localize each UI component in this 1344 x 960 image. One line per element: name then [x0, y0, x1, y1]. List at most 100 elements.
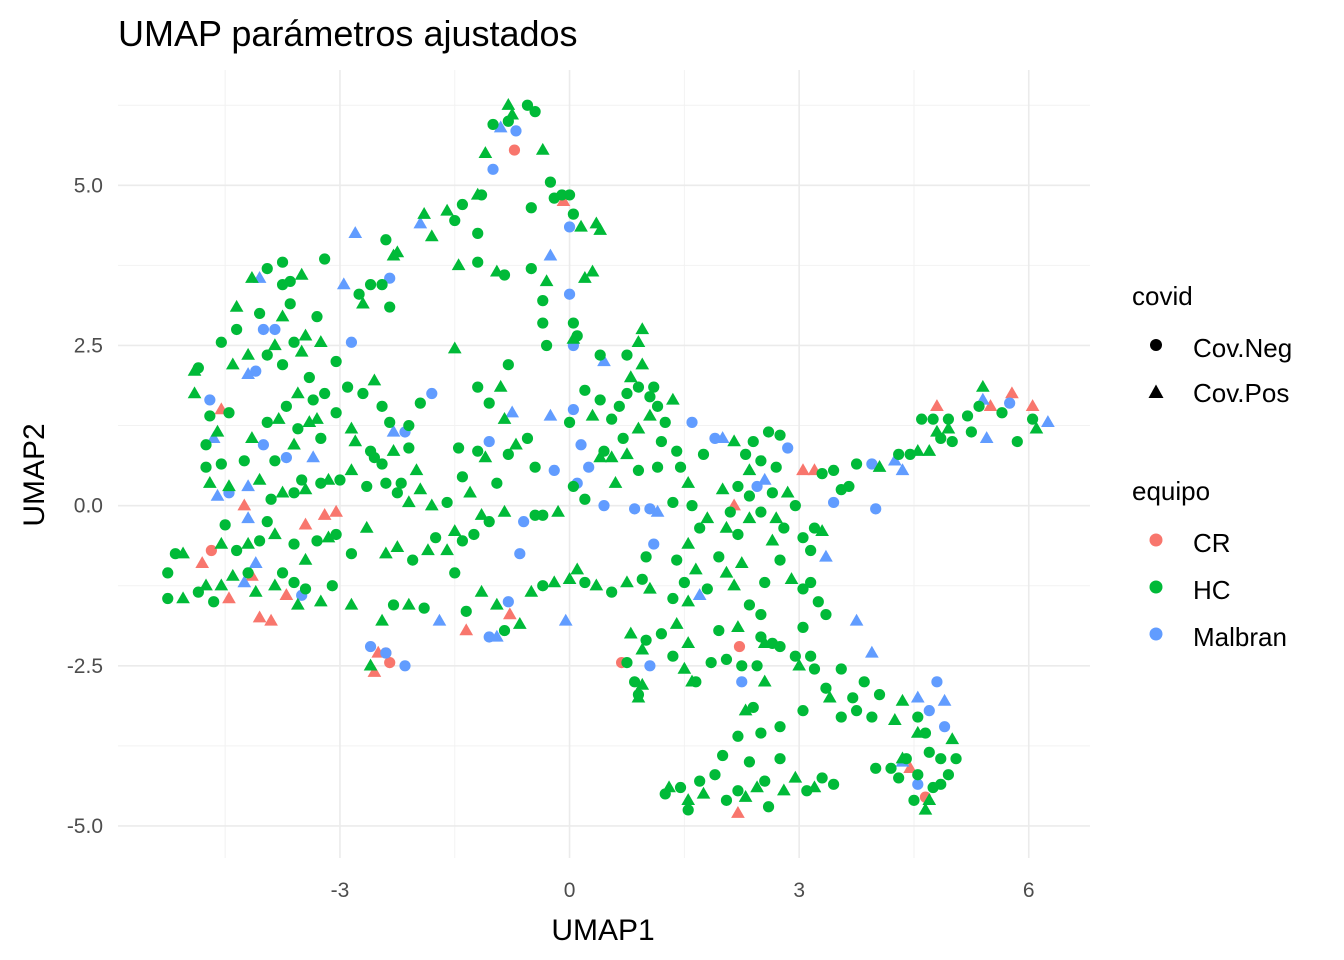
- data-point-hc-covneg: [502, 448, 514, 460]
- data-point-hc-covpos: [294, 267, 309, 280]
- data-point-hc-covpos: [413, 482, 428, 495]
- data-point-hc-covneg: [491, 477, 503, 489]
- data-point-malbran-covneg: [866, 458, 878, 470]
- data-point-hc-covneg: [288, 538, 300, 550]
- data-point-hc-covneg: [537, 580, 549, 592]
- data-point-hc-covpos: [344, 421, 359, 434]
- data-point-hc-covpos: [512, 616, 527, 629]
- data-point-malbran-covneg: [483, 631, 495, 643]
- data-point-malbran-covneg: [583, 461, 595, 473]
- data-point-hc-covneg: [808, 663, 821, 675]
- data-point-hc-covpos: [348, 434, 363, 447]
- data-point-hc-covneg: [200, 461, 212, 473]
- data-point-hc-covneg: [525, 202, 537, 214]
- data-point-hc-covneg: [651, 461, 664, 473]
- data-point-hc-covpos: [681, 536, 696, 549]
- data-point-hc-covpos: [344, 463, 359, 476]
- data-point-cr-covpos: [195, 556, 210, 568]
- data-point-hc-covneg: [828, 464, 840, 477]
- data-point-hc-covpos: [593, 222, 608, 235]
- data-point-cr-covneg: [733, 640, 746, 653]
- data-point-malbran-covneg: [364, 640, 377, 653]
- data-point-hc-covneg: [789, 500, 801, 512]
- data-point-hc-covpos: [214, 578, 229, 591]
- data-point-hc-covneg: [965, 426, 977, 438]
- data-point-cr-covpos: [279, 588, 294, 601]
- data-point-hc-covneg: [720, 653, 733, 665]
- data-point-hc-covpos: [313, 335, 328, 347]
- data-point-hc-covneg: [797, 583, 809, 595]
- data-point-hc-covpos: [298, 328, 313, 341]
- data-point-hc-covneg: [276, 279, 289, 291]
- data-point-cr-covpos: [222, 591, 236, 604]
- data-point-malbran-covpos: [432, 613, 447, 626]
- data-point-hc-covneg: [472, 381, 484, 393]
- data-point-hc-covneg: [820, 682, 832, 694]
- data-point-hc-covneg: [376, 400, 388, 412]
- data-point-hc-covneg: [407, 554, 419, 566]
- data-point-hc-covneg: [808, 522, 821, 534]
- data-point-hc-covneg: [640, 634, 652, 646]
- data-point-hc-covneg: [288, 576, 300, 589]
- data-point-hc-covpos: [417, 206, 431, 219]
- data-point-malbran-covpos: [979, 431, 994, 444]
- data-point-hc-covneg: [537, 295, 549, 307]
- data-point-hc-covneg: [873, 689, 886, 701]
- data-point-hc-covneg: [460, 605, 472, 617]
- y-tick-label: 0.0: [74, 495, 103, 518]
- data-point-hc-covneg: [674, 781, 687, 794]
- data-point-hc-covneg: [893, 772, 905, 784]
- data-point-hc-covneg: [449, 567, 461, 579]
- data-point-hc-covpos: [359, 520, 374, 533]
- data-point-cr-covpos: [329, 504, 343, 517]
- data-point-malbran-covneg: [514, 548, 526, 560]
- data-point-cr-covpos: [298, 517, 313, 530]
- data-point-hc-covneg: [192, 362, 204, 374]
- data-point-hc-covneg: [472, 227, 484, 239]
- data-point-malbran-covpos: [241, 511, 255, 524]
- data-point-cr-covpos: [796, 463, 810, 476]
- data-point-hc-covneg: [847, 692, 859, 704]
- data-point-hc-covneg: [529, 106, 541, 118]
- data-point-malbran-covneg: [384, 272, 396, 284]
- data-point-hc-covpos: [731, 620, 745, 633]
- data-point-hc-covneg: [950, 753, 962, 765]
- data-point-hc-covneg: [563, 189, 576, 201]
- data-point-hc-covpos: [271, 411, 286, 424]
- data-point-malbran-covpos: [493, 120, 508, 133]
- data-point-hc-covpos: [310, 411, 324, 424]
- data-point-malbran-covneg: [782, 442, 794, 454]
- data-point-hc-covpos: [248, 584, 263, 597]
- tick-labels: -3 0 3 6 -5.0 -2.5 0.0 2.5 5.0: [67, 174, 1035, 902]
- data-point-hc-covpos: [390, 540, 405, 552]
- data-point-hc-covpos: [578, 271, 592, 283]
- data-point-hc-covneg: [330, 528, 342, 541]
- data-point-hc-covneg: [498, 624, 511, 637]
- y-tick-label: 2.5: [74, 334, 103, 357]
- data-point-cr-covneg: [508, 144, 521, 156]
- data-point-hc-covneg: [732, 730, 744, 742]
- data-point-cr-covneg: [205, 544, 217, 557]
- data-point-malbran-covneg: [280, 451, 292, 464]
- data-point-malbran-covneg: [548, 464, 560, 477]
- data-point-hc-covpos: [765, 533, 780, 546]
- data-point-hc-covpos: [421, 543, 435, 556]
- data-point-hc-covpos: [386, 443, 401, 456]
- data-point-hc-covpos: [635, 357, 650, 370]
- data-point-hc-covpos: [742, 511, 757, 524]
- data-point-hc-covneg: [667, 650, 679, 662]
- data-point-hc-covneg: [912, 769, 924, 781]
- data-point-hc-covpos: [291, 386, 305, 399]
- data-point-hc-covpos: [298, 552, 313, 565]
- data-point-hc-covneg: [521, 432, 534, 444]
- data-point-hc-covpos: [287, 437, 301, 450]
- data-point-hc-covpos: [620, 447, 634, 460]
- data-point-hc-covpos: [1029, 421, 1044, 434]
- data-point-hc-covpos: [727, 578, 741, 591]
- data-point-hc-covpos: [451, 258, 466, 271]
- data-point-hc-covneg: [759, 775, 771, 787]
- data-point-malbran-covneg: [257, 439, 270, 451]
- legend-equipo: equipo CR HC Malbran: [1132, 476, 1287, 652]
- data-point-malbran-covneg: [518, 516, 530, 528]
